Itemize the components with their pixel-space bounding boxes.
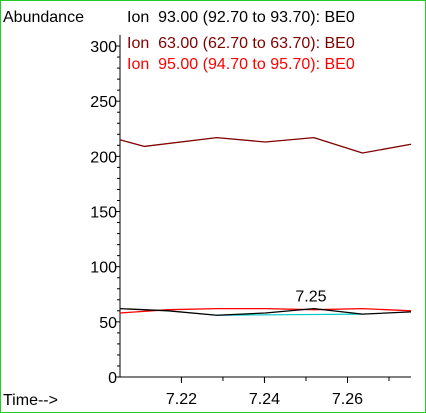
y-axis-label: Abundance	[3, 9, 84, 26]
labels: Abundance Time-->	[3, 9, 84, 409]
x-tick-label: 7.22	[166, 391, 197, 408]
integration-baseline	[216, 313, 363, 316]
x-tick-label: 7.26	[332, 391, 363, 408]
y-tick-label: 150	[90, 205, 117, 222]
y-tick-label: 200	[90, 149, 117, 166]
y-tick-label: 100	[90, 260, 117, 277]
y-tick-label: 0	[108, 370, 117, 387]
legend: Ion 93.00 (92.70 to 93.70): BE0 Ion 63.0…	[127, 9, 355, 73]
series-lines	[119, 136, 412, 316]
series-line-ion-95	[119, 307, 412, 314]
x-axis-label: Time-->	[3, 392, 58, 409]
y-tick-label: 300	[90, 39, 117, 56]
x-tick-label: 7.24	[249, 391, 280, 408]
axes	[119, 35, 411, 378]
baselines	[216, 313, 363, 316]
y-tick-label: 50	[99, 315, 117, 332]
annotations: 7.25	[295, 289, 326, 306]
legend-entry-ion-93: Ion 93.00 (92.70 to 93.70): BE0	[127, 9, 355, 26]
legend-entry-ion-63: Ion 63.00 (62.70 to 63.70): BE0	[127, 35, 355, 52]
series-line-ion-63	[119, 136, 412, 154]
y-tick-label: 250	[90, 94, 117, 111]
ticks: 0 50 100 150 200 250 300 7.22 7.24 7.26	[90, 39, 390, 408]
series-line-ion-93	[119, 307, 412, 316]
peak-label: 7.25	[295, 289, 326, 306]
legend-entry-ion-95: Ion 95.00 (94.70 to 95.70): BE0	[127, 56, 355, 73]
